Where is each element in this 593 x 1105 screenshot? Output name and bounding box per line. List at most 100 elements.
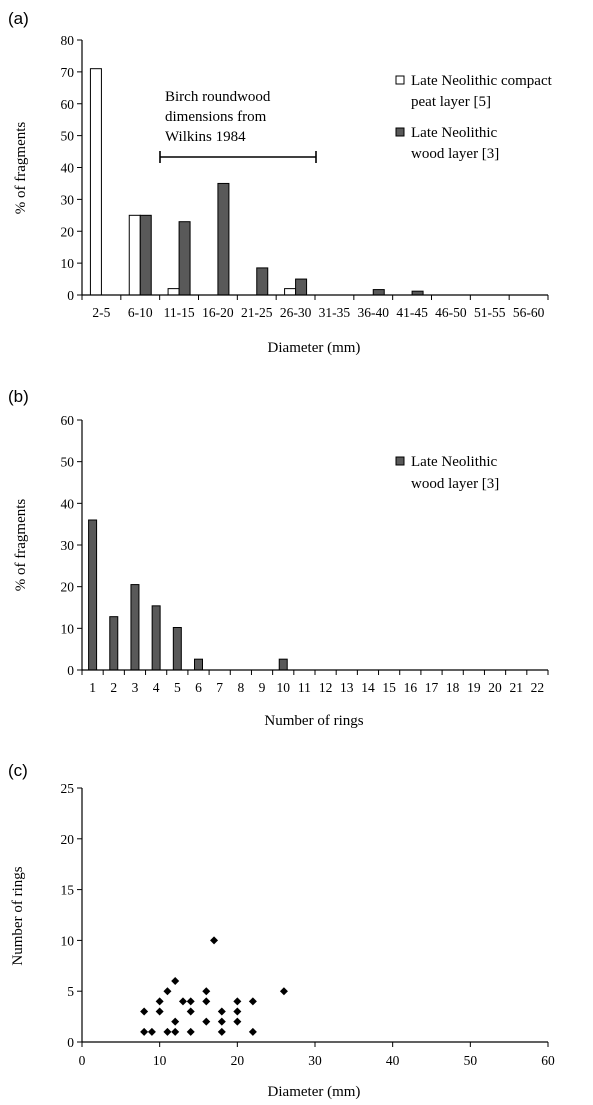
panel-b-x-tick-label: 10 bbox=[276, 680, 290, 695]
panel-a-label: (a) bbox=[8, 9, 29, 28]
panel-b-x-tick-label: 8 bbox=[237, 680, 244, 695]
panel-b-bar-wood-layer bbox=[151, 605, 161, 671]
panel-b-x-tick-label: 12 bbox=[319, 680, 333, 695]
panel-a-legend: Late Neolithic compact peat layer [5] La… bbox=[395, 73, 553, 162]
panel-c-x-tick-label: 0 bbox=[79, 1053, 86, 1068]
scatter-point bbox=[217, 1027, 226, 1036]
panel-a-bar-wood-layer bbox=[217, 182, 230, 296]
panel-c-x-tick-label: 10 bbox=[153, 1053, 167, 1068]
scatter-point bbox=[202, 1017, 211, 1026]
panel-c-y-ticks: 0 5 10 15 20 25 bbox=[61, 781, 82, 1050]
panel-a-x-axis-title: Diameter (mm) bbox=[268, 340, 361, 356]
panel-a-x-tick-label: 26-30 bbox=[280, 305, 312, 320]
panel-b-legend: Late Neolithic wood layer [3] bbox=[395, 454, 499, 492]
scatter-point bbox=[155, 1007, 164, 1016]
legend-label-wood-layer-line-1: Late Neolithic bbox=[411, 125, 498, 141]
scatter-point bbox=[147, 1027, 156, 1036]
panel-c-label: (c) bbox=[8, 761, 28, 780]
panel-a-x-tick-label: 56-60 bbox=[513, 305, 545, 320]
panel-c-points bbox=[140, 936, 288, 1036]
scatter-point bbox=[233, 1007, 242, 1016]
panel-c-y-tick-label: 0 bbox=[67, 1035, 74, 1050]
legend-swatch-wood-layer bbox=[395, 127, 405, 137]
panel-b-x-tick-label: 22 bbox=[531, 680, 545, 695]
panel-a-x-tick-label: 11-15 bbox=[164, 305, 195, 320]
panel-b-x-tick-label: 11 bbox=[298, 680, 311, 695]
panel-b-x-tick-label: 6 bbox=[195, 680, 202, 695]
panel-b-bars bbox=[88, 519, 288, 671]
annotation-line-1: Birch roundwood bbox=[165, 89, 271, 105]
panel-b-y-tick-label: 30 bbox=[61, 538, 75, 553]
panel-b-x-tick-label: 7 bbox=[216, 680, 223, 695]
scatter-point bbox=[140, 1027, 149, 1036]
scatter-point bbox=[233, 1017, 242, 1026]
panel-a-bars bbox=[89, 68, 424, 296]
panel-a-bar-wood-layer bbox=[178, 221, 191, 296]
panel-a-bar-peat-layer bbox=[284, 288, 297, 296]
panel-b-bar-wood-layer bbox=[109, 616, 119, 671]
scatter-point bbox=[202, 997, 211, 1006]
panel-c-x-tick-label: 20 bbox=[231, 1053, 245, 1068]
panel-b-label: (b) bbox=[8, 387, 29, 406]
scatter-point bbox=[202, 987, 211, 996]
panel-b-x-tick-label: 17 bbox=[425, 680, 439, 695]
scatter-point bbox=[210, 936, 219, 945]
legend-swatch-wood-layer-b bbox=[395, 456, 405, 466]
legend-swatch-peat-layer bbox=[395, 75, 405, 85]
scatter-point bbox=[140, 1007, 149, 1016]
scatter-point bbox=[186, 1007, 195, 1016]
panel-b-y-ticks: 0 10 20 30 40 50 60 bbox=[61, 413, 82, 678]
panel-a-x-tick-label: 6-10 bbox=[128, 305, 153, 320]
scatter-point bbox=[217, 1017, 226, 1026]
scatter-point bbox=[155, 997, 164, 1006]
panel-b-x-tick-label: 20 bbox=[488, 680, 502, 695]
panel-a-x-tick-label: 16-20 bbox=[202, 305, 234, 320]
panel-b-x-tick-label: 15 bbox=[382, 680, 396, 695]
panel-b-y-tick-label: 50 bbox=[61, 455, 75, 470]
legend-label-wood-layer-b-line-2: wood layer [3] bbox=[411, 476, 499, 492]
panel-a-x-tick-label: 41-45 bbox=[396, 305, 428, 320]
panel-b-y-tick-label: 40 bbox=[61, 496, 75, 511]
panel-a-bar-peat-layer bbox=[89, 68, 102, 296]
panel-a-x-tick-label: 36-40 bbox=[358, 305, 390, 320]
panel-c-y-tick-label: 5 bbox=[67, 984, 74, 999]
panel-a-x-tick-label: 2-5 bbox=[92, 305, 110, 320]
scatter-point bbox=[186, 997, 195, 1006]
panel-b-axes bbox=[81, 420, 548, 671]
annotation-range-bracket bbox=[159, 151, 317, 163]
panel-b-y-tick-label: 60 bbox=[61, 413, 75, 428]
legend-label-wood-layer-line-2: wood layer [3] bbox=[411, 146, 499, 162]
panel-a-x-ticks: 2-5 6-10 11-15 16-20 21-25 26-30 31-35 36-40 41-… bbox=[81, 295, 549, 320]
panel-b-x-tick-label: 21 bbox=[509, 680, 523, 695]
panel-b-x-axis-title: Number of rings bbox=[264, 713, 363, 729]
panel-c-x-ticks: 0 10 20 30 40 50 60 bbox=[79, 1042, 555, 1068]
panel-a-y-tick-label: 20 bbox=[61, 224, 75, 239]
panel-a-y-ticks: 0 10 20 30 40 50 60 70 80 bbox=[61, 33, 82, 303]
panel-a-y-tick-label: 70 bbox=[61, 65, 75, 80]
panel-b-x-tick-label: 13 bbox=[340, 680, 354, 695]
panel-b-x-tick-label: 4 bbox=[153, 680, 160, 695]
scatter-point bbox=[186, 1027, 195, 1036]
panel-a-bar-wood-layer bbox=[295, 278, 308, 296]
panel-a-x-tick-label: 21-25 bbox=[241, 305, 273, 320]
panel-c-x-tick-label: 30 bbox=[308, 1053, 322, 1068]
panel-b-bar-wood-layer bbox=[88, 519, 98, 671]
panel-b-x-tick-label: 14 bbox=[361, 680, 375, 695]
scatter-point bbox=[279, 987, 288, 996]
scatter-point bbox=[171, 977, 180, 986]
scatter-point bbox=[217, 1007, 226, 1016]
panel-c-x-tick-label: 50 bbox=[464, 1053, 478, 1068]
panel-b-y-tick-label: 10 bbox=[61, 621, 75, 636]
panel-b-x-tick-label: 9 bbox=[259, 680, 266, 695]
scatter-point bbox=[171, 1017, 180, 1026]
panel-b-bar-wood-layer bbox=[172, 627, 182, 671]
panel-b-x-tick-label: 1 bbox=[89, 680, 96, 695]
panel-a-bar-wood-layer bbox=[256, 267, 269, 296]
panel-c-y-tick-label: 20 bbox=[61, 832, 75, 847]
scatter-point bbox=[248, 997, 257, 1006]
scatter-point bbox=[163, 1027, 172, 1036]
panel-a-y-tick-label: 80 bbox=[61, 33, 75, 48]
panel-a-y-tick-label: 0 bbox=[67, 288, 74, 303]
panel-c-y-tick-label: 10 bbox=[61, 933, 75, 948]
panel-c-axes bbox=[81, 788, 548, 1043]
